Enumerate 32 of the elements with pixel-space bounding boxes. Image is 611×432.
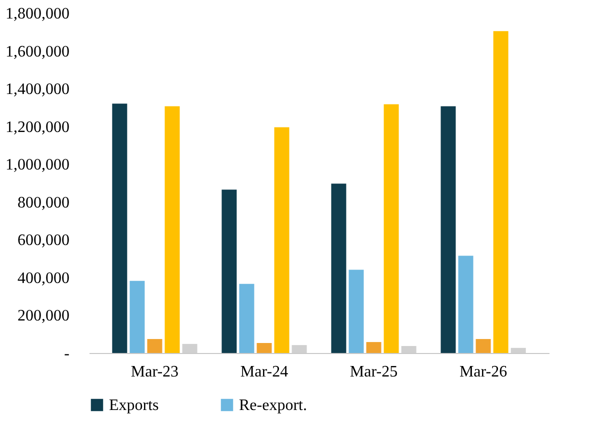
bar [476,339,491,353]
y-tick-label: 400,000 [18,270,70,287]
y-tick-label: 1,400,000 [6,81,70,98]
bar [112,104,128,353]
bar [384,104,399,353]
legend-label: Re-export. [239,397,307,414]
y-tick-label: 200,000 [18,308,70,325]
x-tick-label: Mar-26 [459,364,508,380]
bar [274,127,290,353]
x-tick-label: Mar-25 [350,364,398,380]
bar [147,339,162,353]
x-tick-label: Mar-24 [240,364,288,380]
x-tick-label: Mar-23 [130,364,179,380]
y-tick-label: 1,200,000 [6,118,70,136]
legend-label: Exports [109,397,159,414]
bar [239,284,254,353]
bar [256,342,272,353]
bar [348,270,364,353]
y-tick-label: 1,000,000 [6,156,70,174]
bar [130,280,145,353]
bar [331,184,346,353]
bar [366,342,382,353]
y-tick-label: 1,800,000 [6,6,70,22]
y-tick-label: 600,000 [18,232,70,250]
y-tick-label: 1,600,000 [6,43,70,60]
bar [458,256,474,353]
bar [222,190,237,353]
y-tick-label: 800,000 [18,194,70,212]
y-tick-label: - [64,346,70,362]
bar [440,106,456,353]
bar [493,31,508,353]
bar [164,106,180,353]
